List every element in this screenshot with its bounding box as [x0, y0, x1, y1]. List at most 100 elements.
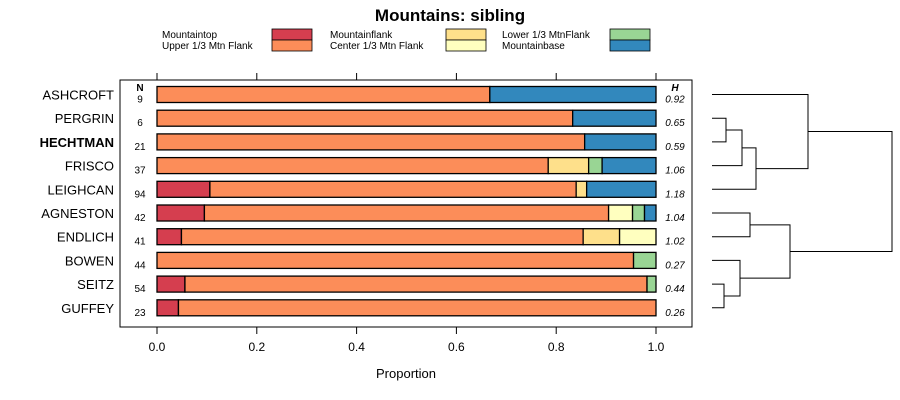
x-axis-label: Proportion [376, 366, 436, 381]
bar-segment [209, 180, 577, 198]
bar-segment [156, 228, 183, 246]
n-value: 37 [134, 166, 146, 177]
legend-swatch [445, 39, 487, 52]
legend-label: Mountaintop [162, 30, 217, 41]
h-value: 0.65 [665, 118, 685, 129]
n-header: N [136, 83, 143, 94]
legend-label: Center 1/3 Mtn Flank [330, 41, 424, 52]
x-tick-label: 0.8 [548, 340, 565, 354]
h-value: 0.92 [665, 95, 685, 106]
table-row: PERGRIN 6 0.65 [55, 109, 685, 129]
bar-segment [582, 228, 621, 246]
row-label: ASHCROFT [43, 88, 115, 103]
table-row: ENDLICH 41 1.02 [57, 228, 685, 248]
dendrogram-branch [740, 224, 791, 279]
bar-segment [156, 251, 635, 270]
bar-segment [156, 299, 180, 317]
dendrogram-branch [712, 117, 727, 143]
bar-segment [585, 180, 657, 198]
n-value: 42 [134, 213, 146, 224]
row-label: PERGRIN [55, 111, 114, 126]
bar-segment [618, 228, 657, 246]
row-label: SEITZ [77, 277, 114, 292]
table-row: AGNESTON 42 1.04 [41, 204, 685, 224]
bar-segment [643, 204, 657, 222]
n-value: 41 [134, 237, 146, 248]
chart-title: Mountains: sibling [375, 6, 525, 25]
h-header: H [671, 83, 679, 94]
table-row: ASHCROFT 9 0.92 [43, 85, 685, 106]
h-value: 0.26 [665, 308, 685, 319]
bar-segment [547, 156, 590, 175]
bar-segment [177, 299, 657, 317]
dendrogram-branch [790, 131, 893, 253]
bar-segment [156, 275, 186, 293]
n-value: 44 [134, 260, 146, 271]
table-row: BOWEN 44 0.27 [65, 251, 685, 271]
bar-segment [156, 180, 211, 198]
n-value: 9 [137, 95, 143, 106]
legend-label: Mountainbase [502, 41, 565, 52]
legend-label: Upper 1/3 Mtn Flank [162, 41, 254, 52]
table-row: GUFFEY 23 0.26 [61, 299, 685, 319]
legend-label: Lower 1/3 MtnFlank [502, 30, 591, 41]
bar-segment [607, 204, 634, 222]
bar-segment [587, 156, 603, 175]
legend-swatch [609, 39, 651, 52]
bar-segment [583, 133, 657, 151]
legend-swatch [609, 28, 651, 41]
row-label: ENDLICH [57, 230, 114, 245]
bar-segment [180, 228, 584, 246]
h-value: 1.06 [665, 166, 685, 177]
bar-segment [156, 204, 206, 222]
h-value: 0.59 [665, 142, 685, 153]
h-value: 1.04 [665, 213, 685, 224]
dendrogram-branch [712, 129, 743, 167]
x-tick-label: 0.2 [248, 340, 265, 354]
bar-segment [646, 275, 657, 293]
n-value: 6 [137, 118, 143, 129]
table-row: LEIGHCAN 94 1.18 [48, 180, 685, 200]
row-label: GUFFEY [61, 301, 114, 316]
h-value: 1.18 [665, 189, 685, 200]
legend-swatch [271, 28, 313, 41]
row-label: AGNESTON [41, 206, 114, 221]
n-value: 94 [134, 189, 146, 200]
bar-segment [632, 251, 657, 270]
n-value: 23 [134, 308, 146, 319]
bar-segment [575, 180, 588, 198]
bar-segment [489, 85, 657, 104]
dendrogram [712, 94, 893, 309]
row-label: HECHTMAN [40, 135, 114, 150]
x-axis: 0.0 0.2 0.4 0.6 0.8 1.0 [149, 73, 665, 354]
legend-label: Mountainflank [330, 30, 393, 41]
row-label: FRISCO [65, 159, 114, 174]
table-row: HECHTMAN 21 0.59 [40, 133, 685, 153]
row-label: BOWEN [65, 253, 114, 268]
h-value: 0.27 [665, 260, 685, 271]
bar-segment [156, 133, 586, 151]
plot-frame [119, 79, 693, 328]
bar-segment [203, 204, 610, 222]
h-value: 0.44 [665, 284, 685, 295]
bar-segment [156, 156, 549, 175]
table-row: FRISCO 37 1.06 [65, 156, 685, 177]
table-row: SEITZ 54 0.44 [77, 275, 685, 295]
dendrogram-branch [712, 259, 741, 297]
bar-segment [572, 109, 657, 127]
x-tick-label: 0.6 [448, 340, 465, 354]
dendrogram-branch [712, 212, 751, 238]
bar-segment [631, 204, 646, 222]
row-label: LEIGHCAN [48, 182, 114, 197]
bar-segment [184, 275, 648, 293]
h-value: 1.02 [665, 237, 685, 248]
legend-swatch [445, 28, 487, 41]
bar-rows: ASHCROFT 9 0.92 PERGRIN 6 0.65 HECHTMAN 21 0.59 F… [40, 85, 685, 319]
bar-segment [156, 109, 574, 127]
n-value: 21 [134, 142, 146, 153]
legend-swatch [271, 39, 313, 52]
dendrogram-branch [712, 283, 725, 309]
bar-segment [156, 85, 491, 104]
